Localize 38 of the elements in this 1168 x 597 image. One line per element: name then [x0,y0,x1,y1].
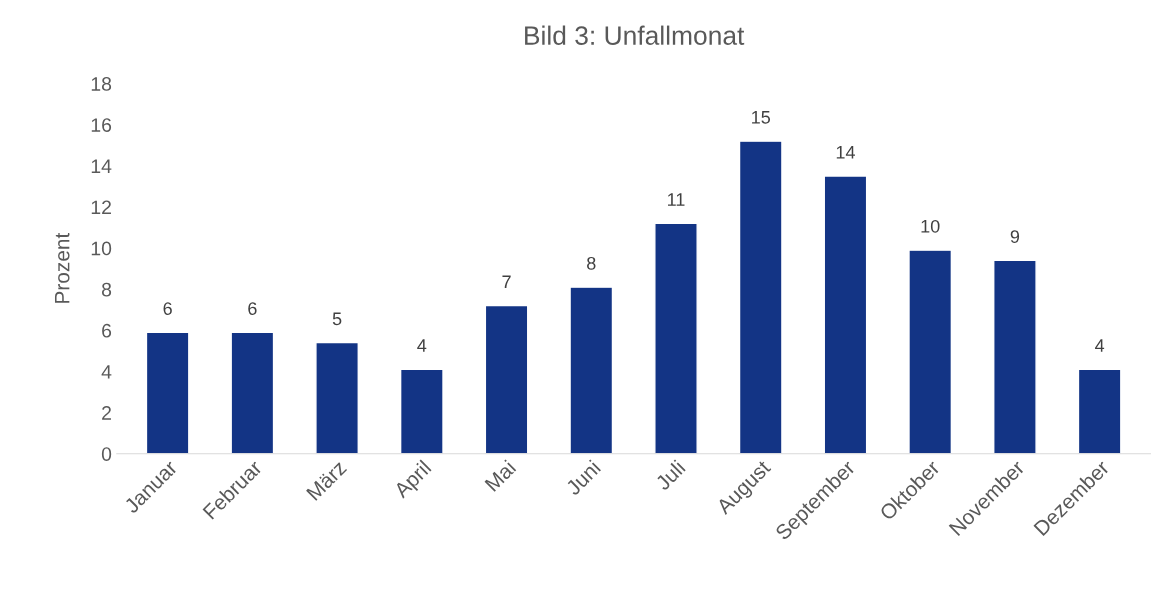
data-label: 9 [1010,230,1020,243]
y-tick-label: 18 [91,77,112,91]
data-label: 14 [836,146,855,159]
bar [908,249,953,454]
bar [145,331,190,454]
data-label: 5 [332,312,342,326]
y-tick-label: 12 [91,200,111,215]
bar [1077,368,1122,454]
x-tick-label: Mai [484,459,517,492]
y-tick-label: 14 [91,159,112,173]
bar [993,259,1037,454]
data-label: 6 [163,302,172,315]
bar [230,331,275,454]
y-tick-label: 6 [102,323,112,338]
data-label: 10 [921,219,940,233]
data-label: 7 [502,275,511,289]
bar [823,175,868,454]
data-label: 4 [417,339,427,352]
y-tick-label: 10 [91,241,112,256]
y-tick-label: 16 [91,118,112,132]
y-tick-label: 2 [102,406,111,420]
data-label: 6 [248,302,257,315]
bar [315,341,359,454]
x-tick-label: Juli [654,459,686,492]
data-label: 8 [587,256,596,270]
data-label: 11 [668,193,685,206]
bar [738,140,783,454]
y-tick-label: 4 [101,365,112,379]
chart-title: Bild 3: Unfallmonat [525,25,745,45]
y-axis-title: Prozent [54,232,70,303]
bar [569,286,614,454]
bar [399,368,444,454]
y-tick-label: 8 [101,282,112,297]
bar [484,304,529,454]
bar [654,222,698,454]
y-tick-label: 0 [101,447,112,461]
data-label: 4 [1095,339,1105,352]
data-label: 15 [752,111,771,124]
